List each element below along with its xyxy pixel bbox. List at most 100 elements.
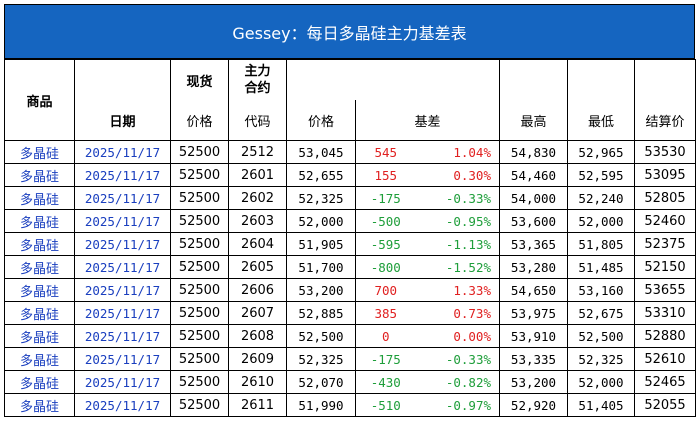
- futures-price-cell: 52,655: [286, 163, 356, 187]
- low-cell: 51,805: [567, 232, 635, 256]
- product-cell: 多晶硅: [4, 232, 75, 256]
- basis-pct-cell: 1.33%: [415, 278, 500, 302]
- basis-cell: 0: [355, 324, 416, 348]
- product-cell: 多晶硅: [4, 209, 75, 233]
- spot-price-cell: 52500: [170, 324, 229, 348]
- header-futures-price: 价格: [286, 100, 356, 141]
- header-blank: [74, 59, 171, 100]
- header-blank: [355, 59, 416, 100]
- code-cell: 2601: [228, 163, 287, 187]
- header-blank: [286, 59, 356, 100]
- table-title: Gessey：每日多晶硅主力基差表: [4, 4, 695, 59]
- product-cell: 多晶硅: [4, 347, 75, 371]
- basis-pct-cell: 0.30%: [415, 163, 500, 187]
- high-cell: 52,920: [499, 393, 568, 417]
- settle-cell: 52460: [634, 209, 696, 233]
- code-cell: 2607: [228, 301, 287, 325]
- table-row: 多晶硅 2025/11/17 52500 2606 53,200 700 1.3…: [4, 278, 696, 302]
- settle-cell: 52465: [634, 370, 696, 394]
- spot-price-cell: 52500: [170, 140, 229, 164]
- header-blank: [634, 59, 696, 100]
- header-settle: 结算价: [634, 100, 696, 141]
- basis-pct-cell: -0.33%: [415, 186, 500, 210]
- table-row: 多晶硅 2025/11/17 52500 2604 51,905 -595 -1…: [4, 232, 696, 256]
- futures-price-cell: 52,885: [286, 301, 356, 325]
- high-cell: 54,830: [499, 140, 568, 164]
- futures-price-cell: 53,200: [286, 278, 356, 302]
- settle-cell: 52805: [634, 186, 696, 210]
- basis-cell: 545: [355, 140, 416, 164]
- low-cell: 52,675: [567, 301, 635, 325]
- settle-cell: 52150: [634, 255, 696, 279]
- settle-cell: 52375: [634, 232, 696, 256]
- table-row: 多晶硅 2025/11/17 52500 2610 52,070 -430 -0…: [4, 370, 696, 394]
- high-cell: 53,335: [499, 347, 568, 371]
- high-cell: 54,000: [499, 186, 568, 210]
- settle-cell: 53310: [634, 301, 696, 325]
- basis-cell: -510: [355, 393, 416, 417]
- code-cell: 2602: [228, 186, 287, 210]
- code-cell: 2608: [228, 324, 287, 348]
- product-cell: 多晶硅: [4, 163, 75, 187]
- futures-price-cell: 52,000: [286, 209, 356, 233]
- product-cell: 多晶硅: [4, 393, 75, 417]
- low-cell: 52,965: [567, 140, 635, 164]
- header-blank: [567, 59, 635, 100]
- basis-pct-cell: -0.95%: [415, 209, 500, 233]
- table-row: 多晶硅 2025/11/17 52500 2603 52,000 -500 -0…: [4, 209, 696, 233]
- low-cell: 52,595: [567, 163, 635, 187]
- product-cell: 多晶硅: [4, 370, 75, 394]
- futures-price-cell: 52,070: [286, 370, 356, 394]
- spot-price-cell: 52500: [170, 278, 229, 302]
- code-cell: 2606: [228, 278, 287, 302]
- date-cell: 2025/11/17: [74, 140, 171, 164]
- settle-cell: 53655: [634, 278, 696, 302]
- spot-price-cell: 52500: [170, 370, 229, 394]
- basis-cell: -175: [355, 347, 416, 371]
- high-cell: 53,200: [499, 370, 568, 394]
- header-low: 最低: [567, 100, 635, 141]
- basis-pct-cell: -1.52%: [415, 255, 500, 279]
- table-row: 多晶硅 2025/11/17 52500 2512 53,045 545 1.0…: [4, 140, 696, 164]
- high-cell: 53,365: [499, 232, 568, 256]
- settle-cell: 53530: [634, 140, 696, 164]
- code-cell: 2611: [228, 393, 287, 417]
- product-cell: 多晶硅: [4, 324, 75, 348]
- high-cell: 53,910: [499, 324, 568, 348]
- futures-price-cell: 51,990: [286, 393, 356, 417]
- product-cell: 多晶硅: [4, 140, 75, 164]
- basis-cell: 155: [355, 163, 416, 187]
- futures-price-cell: 51,905: [286, 232, 356, 256]
- code-cell: 2603: [228, 209, 287, 233]
- low-cell: 51,485: [567, 255, 635, 279]
- table-row: 多晶硅 2025/11/17 52500 2609 52,325 -175 -0…: [4, 347, 696, 371]
- low-cell: 52,500: [567, 324, 635, 348]
- basis-cell: -430: [355, 370, 416, 394]
- code-cell: 2605: [228, 255, 287, 279]
- basis-table-container: Gessey：每日多晶硅主力基差表 商品 现货 主力 合约 日期 价格 代码 价…: [4, 4, 696, 417]
- header-blank: [415, 59, 500, 100]
- basis-pct-cell: 1.04%: [415, 140, 500, 164]
- basis-cell: -800: [355, 255, 416, 279]
- settle-cell: 53095: [634, 163, 696, 187]
- header-basis: 基差: [355, 100, 500, 141]
- header-main-contract-group: 主力 合约: [228, 59, 287, 100]
- low-cell: 52,000: [567, 370, 635, 394]
- settle-cell: 52055: [634, 393, 696, 417]
- date-cell: 2025/11/17: [74, 393, 171, 417]
- table-row: 多晶硅 2025/11/17 52500 2605 51,700 -800 -1…: [4, 255, 696, 279]
- low-cell: 51,405: [567, 393, 635, 417]
- low-cell: 52,000: [567, 209, 635, 233]
- basis-pct-cell: -1.13%: [415, 232, 500, 256]
- date-cell: 2025/11/17: [74, 301, 171, 325]
- date-cell: 2025/11/17: [74, 324, 171, 348]
- high-cell: 54,460: [499, 163, 568, 187]
- code-cell: 2610: [228, 370, 287, 394]
- product-cell: 多晶硅: [4, 255, 75, 279]
- date-cell: 2025/11/17: [74, 232, 171, 256]
- high-cell: 53,600: [499, 209, 568, 233]
- header-blank: [499, 59, 568, 100]
- product-cell: 多晶硅: [4, 186, 75, 210]
- high-cell: 54,650: [499, 278, 568, 302]
- spot-price-cell: 52500: [170, 393, 229, 417]
